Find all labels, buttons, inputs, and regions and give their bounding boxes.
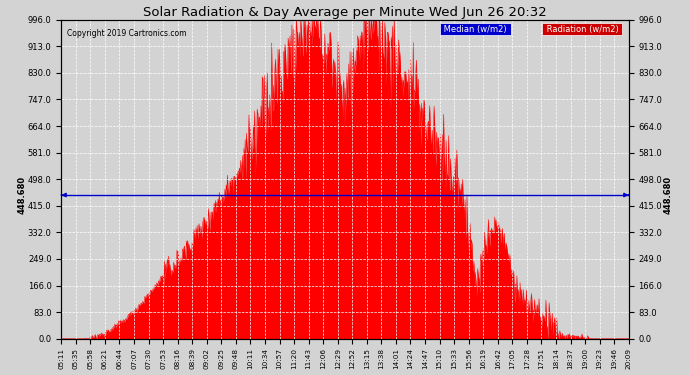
Text: 448.680: 448.680 — [17, 176, 26, 214]
Text: 448.680: 448.680 — [664, 176, 673, 214]
Text: Copyright 2019 Cartronics.com: Copyright 2019 Cartronics.com — [67, 29, 186, 38]
Text: Radiation (w/m2): Radiation (w/m2) — [544, 24, 621, 33]
Text: Median (w/m2): Median (w/m2) — [442, 24, 510, 33]
Title: Solar Radiation & Day Average per Minute Wed Jun 26 20:32: Solar Radiation & Day Average per Minute… — [143, 6, 547, 18]
